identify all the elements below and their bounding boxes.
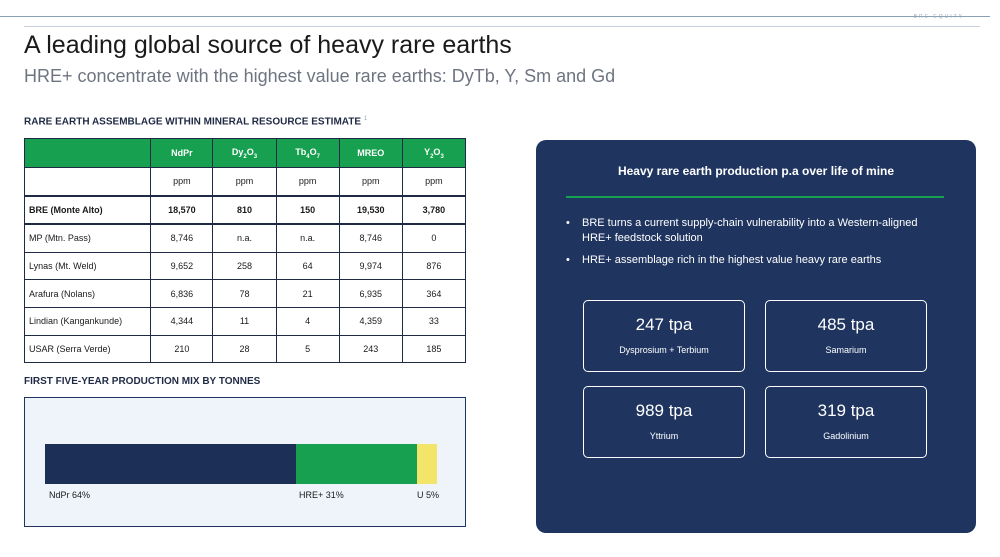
- stat-label: Yttrium: [649, 431, 679, 441]
- header-rule: [24, 26, 980, 27]
- unit-label-cell: [23, 166, 152, 197]
- mix-heading: FIRST FIVE-YEAR PRODUCTION MIX BY TONNES: [24, 376, 261, 387]
- table-cell: n.a.: [275, 223, 340, 253]
- row-label: Arafura (Nolans): [23, 279, 152, 308]
- stat-label: Gadolinium: [823, 431, 869, 441]
- table-row: Arafura (Nolans) 6,836 78 21 6,935 364: [23, 279, 467, 308]
- table-corner-cell: [23, 138, 152, 168]
- table-cell: 9,652: [150, 251, 214, 281]
- table-cell: 6,836: [150, 279, 214, 308]
- panel-bullets: • BRE turns a current supply-chain vulner…: [566, 216, 936, 275]
- unit-cell: ppm: [401, 166, 467, 197]
- bullet-item: • HRE+ assemblage rich in the highest val…: [566, 253, 936, 268]
- table-cell: 5: [275, 334, 340, 364]
- stat-label: Dysprosium + Terbium: [619, 345, 709, 355]
- table-row: MP (Mtn. Pass) 8,746 n.a. n.a. 8,746 0: [23, 223, 467, 253]
- col-header-ndpr: NdPr: [150, 138, 214, 168]
- table-cell: 11: [212, 306, 277, 336]
- table-cell: 150: [275, 194, 340, 226]
- mix-segment: [417, 444, 437, 484]
- table-cell: n.a.: [212, 223, 277, 253]
- bullet-dot-icon: •: [566, 254, 570, 266]
- mix-segment-label: U 5%: [417, 490, 440, 500]
- table-cell: 4,344: [150, 306, 214, 336]
- row-label: Lindian (Kangankunde): [23, 306, 152, 336]
- stat-label: Samarium: [825, 345, 867, 355]
- page-title: A leading global source of heavy rare ea…: [24, 31, 512, 59]
- stat-card-dysprosium-terbium: 247 tpa Dysprosium + Terbium: [583, 300, 745, 372]
- table-cell: 876: [401, 251, 467, 281]
- mix-chart-box: NdPr 64% HRE+ 31% U 5%: [24, 397, 466, 527]
- table-cell: 185: [401, 334, 467, 364]
- panel-divider: [566, 196, 944, 198]
- table-cell: 28: [212, 334, 277, 364]
- table-row: BRE (Monte Alto) 18,570 810 150 19,530 3,780: [23, 194, 467, 226]
- panel-title: Heavy rare earth production p.a over lif…: [617, 164, 895, 178]
- row-label: MP (Mtn. Pass): [23, 223, 152, 253]
- row-label: Lynas (Mt. Weld): [23, 251, 152, 281]
- table-cell: 210: [150, 334, 214, 364]
- assemblage-heading-text: RARE EARTH ASSEMBLAGE WITHIN MINERAL RES…: [24, 116, 362, 128]
- stat-value: 247 tpa: [635, 315, 693, 334]
- row-label: BRE (Monte Alto): [23, 194, 152, 226]
- table-cell: 364: [401, 279, 467, 308]
- table-cell: 21: [275, 279, 340, 308]
- bullet-dot-icon: •: [566, 217, 570, 229]
- stat-value: 485 tpa: [817, 315, 875, 334]
- bullet-text: HRE+ assemblage rich in the highest valu…: [582, 254, 882, 266]
- col-header-y2o3: Y2O3: [401, 138, 467, 168]
- table-cell: 8,746: [338, 223, 403, 253]
- production-panel: Heavy rare earth production p.a over lif…: [536, 140, 976, 533]
- mix-segment-label: NdPr 64%: [49, 490, 91, 500]
- table-cell: 810: [212, 194, 277, 226]
- brand-mark: BRE EQUITY: [913, 14, 964, 20]
- table-cell: 3,780: [401, 194, 467, 226]
- table-cell: 18,570: [150, 194, 214, 226]
- stat-card-samarium: 485 tpa Samarium: [765, 300, 927, 372]
- table-cell: 4,359: [338, 306, 403, 336]
- col-header-dy2o3: Dy2O3: [212, 138, 277, 168]
- mix-segment: [295, 444, 418, 484]
- table-cell: 0: [401, 223, 467, 253]
- stat-value: 989 tpa: [635, 401, 693, 420]
- top-rule: [0, 16, 990, 17]
- stat-card-yttrium: 989 tpa Yttrium: [583, 386, 745, 458]
- table-cell: 258: [212, 251, 277, 281]
- assemblage-table: NdPr Dy2O3 Tb4O7 MREO Y2O3 ppm ppm ppm p…: [23, 138, 467, 364]
- bullet-item: • BRE turns a current supply-chain vulner…: [566, 216, 936, 246]
- unit-cell: ppm: [275, 166, 340, 197]
- stat-card-gadolinium: 319 tpa Gadolinium: [765, 386, 927, 458]
- table-cell: 243: [338, 334, 403, 364]
- mix-bar: [45, 444, 437, 484]
- unit-cell: ppm: [338, 166, 403, 197]
- table-cell: 8,746: [150, 223, 214, 253]
- table-row: USAR (Serra Verde) 210 28 5 243 185: [23, 334, 467, 364]
- table-cell: 33: [401, 306, 467, 336]
- unit-row: ppm ppm ppm ppm ppm: [23, 166, 467, 197]
- table-row: Lindian (Kangankunde) 4,344 11 4 4,359 33: [23, 306, 467, 336]
- row-label: USAR (Serra Verde): [23, 334, 152, 364]
- footnote-marker: 1: [363, 116, 368, 122]
- page-subtitle: HRE+ concentrate with the highest value …: [24, 66, 616, 86]
- table-cell: 64: [275, 251, 340, 281]
- table-cell: 9,974: [338, 251, 403, 281]
- unit-cell: ppm: [212, 166, 277, 197]
- col-header-tb4o7: Tb4O7: [275, 138, 340, 168]
- mix-segment: [45, 444, 296, 484]
- table-cell: 78: [212, 279, 277, 308]
- assemblage-heading: RARE EARTH ASSEMBLAGE WITHIN MINERAL RES…: [24, 116, 367, 127]
- table-cell: 6,935: [338, 279, 403, 308]
- mix-segment-label: HRE+ 31%: [299, 490, 344, 500]
- stat-value: 319 tpa: [817, 401, 875, 420]
- bullet-text: BRE turns a current supply-chain vulnera…: [582, 217, 918, 244]
- table-cell: 4: [275, 306, 340, 336]
- unit-cell: ppm: [150, 166, 214, 197]
- col-header-mreo: MREO: [338, 138, 403, 168]
- table-header-row: NdPr Dy2O3 Tb4O7 MREO Y2O3: [23, 138, 467, 168]
- table-row: Lynas (Mt. Weld) 9,652 258 64 9,974 876: [23, 251, 467, 281]
- table-cell: 19,530: [338, 194, 403, 226]
